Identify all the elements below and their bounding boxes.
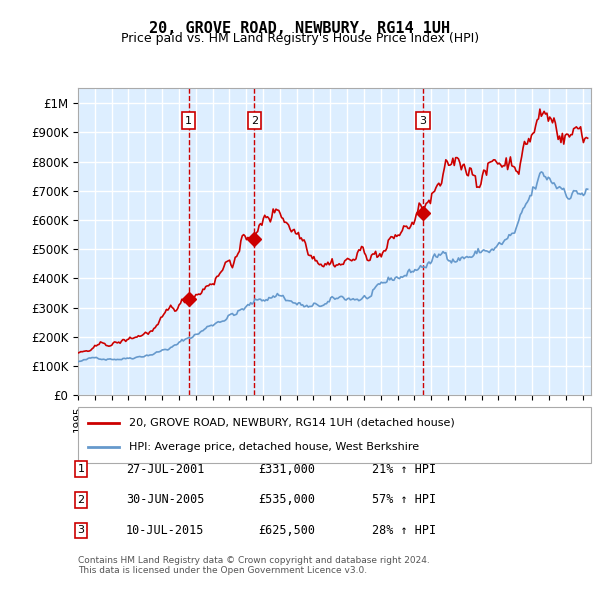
Text: 10-JUL-2015: 10-JUL-2015 <box>126 524 205 537</box>
Text: 3: 3 <box>77 526 85 535</box>
Text: 3: 3 <box>419 116 427 126</box>
FancyBboxPatch shape <box>78 407 591 463</box>
Text: 2: 2 <box>251 116 258 126</box>
Text: £535,000: £535,000 <box>258 493 315 506</box>
Text: 28% ↑ HPI: 28% ↑ HPI <box>372 524 436 537</box>
Text: 27-JUL-2001: 27-JUL-2001 <box>126 463 205 476</box>
Text: 30-JUN-2005: 30-JUN-2005 <box>126 493 205 506</box>
Text: £331,000: £331,000 <box>258 463 315 476</box>
Text: 57% ↑ HPI: 57% ↑ HPI <box>372 493 436 506</box>
Text: 1: 1 <box>185 116 192 126</box>
Text: 20, GROVE ROAD, NEWBURY, RG14 1UH (detached house): 20, GROVE ROAD, NEWBURY, RG14 1UH (detac… <box>130 418 455 428</box>
Text: 20, GROVE ROAD, NEWBURY, RG14 1UH: 20, GROVE ROAD, NEWBURY, RG14 1UH <box>149 21 451 35</box>
Text: 2: 2 <box>77 495 85 504</box>
Text: 21% ↑ HPI: 21% ↑ HPI <box>372 463 436 476</box>
Text: 1: 1 <box>77 464 85 474</box>
Text: Contains HM Land Registry data © Crown copyright and database right 2024.
This d: Contains HM Land Registry data © Crown c… <box>78 556 430 575</box>
Text: £625,500: £625,500 <box>258 524 315 537</box>
Text: HPI: Average price, detached house, West Berkshire: HPI: Average price, detached house, West… <box>130 442 419 453</box>
Text: Price paid vs. HM Land Registry's House Price Index (HPI): Price paid vs. HM Land Registry's House … <box>121 32 479 45</box>
